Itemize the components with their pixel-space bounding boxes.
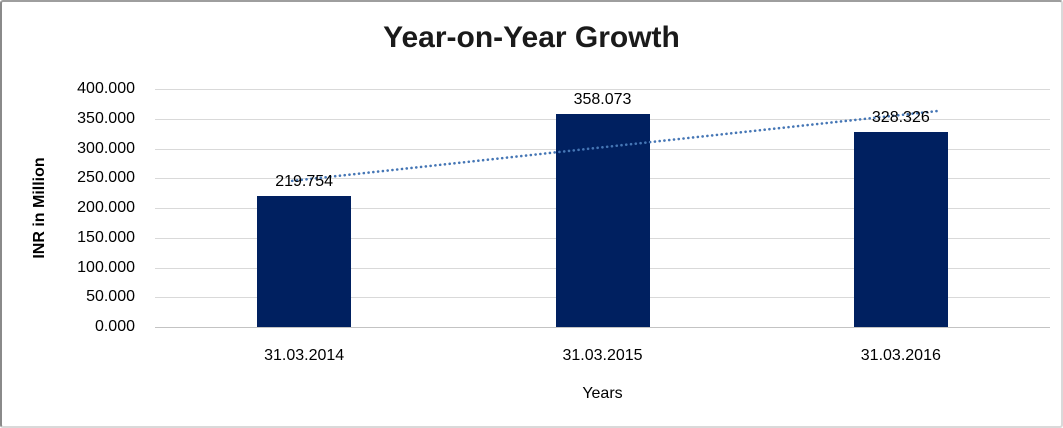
bar xyxy=(257,196,352,327)
x-tick-label: 31.03.2014 xyxy=(264,347,345,364)
y-tick-label: 200.000 xyxy=(77,199,135,216)
gridline xyxy=(155,89,1050,90)
bar-value-label: 328.326 xyxy=(871,108,930,126)
y-tick-label: 150.000 xyxy=(77,228,135,246)
x-tick-label: 31.03.2016 xyxy=(860,347,941,364)
x-axis-title: Years xyxy=(582,385,623,402)
bar-value-label: 219.754 xyxy=(275,173,334,191)
y-tick-label: 100.000 xyxy=(77,258,135,276)
y-tick-label: 50.000 xyxy=(86,288,135,306)
y-tick-label: 0.000 xyxy=(94,318,135,335)
bar xyxy=(853,131,948,327)
x-tick-label: 31.03.2015 xyxy=(562,347,643,364)
bar-value-label: 358.073 xyxy=(573,90,632,108)
x-axis-line xyxy=(155,327,1050,328)
y-tick-label: 400.000 xyxy=(77,80,135,97)
y-tick-label: 350.000 xyxy=(77,109,135,127)
chart-title: Year-on-Year Growth xyxy=(383,21,680,54)
y-tick-label: 250.000 xyxy=(77,169,135,187)
y-tick-label: 300.000 xyxy=(77,139,135,157)
bar xyxy=(555,113,650,327)
